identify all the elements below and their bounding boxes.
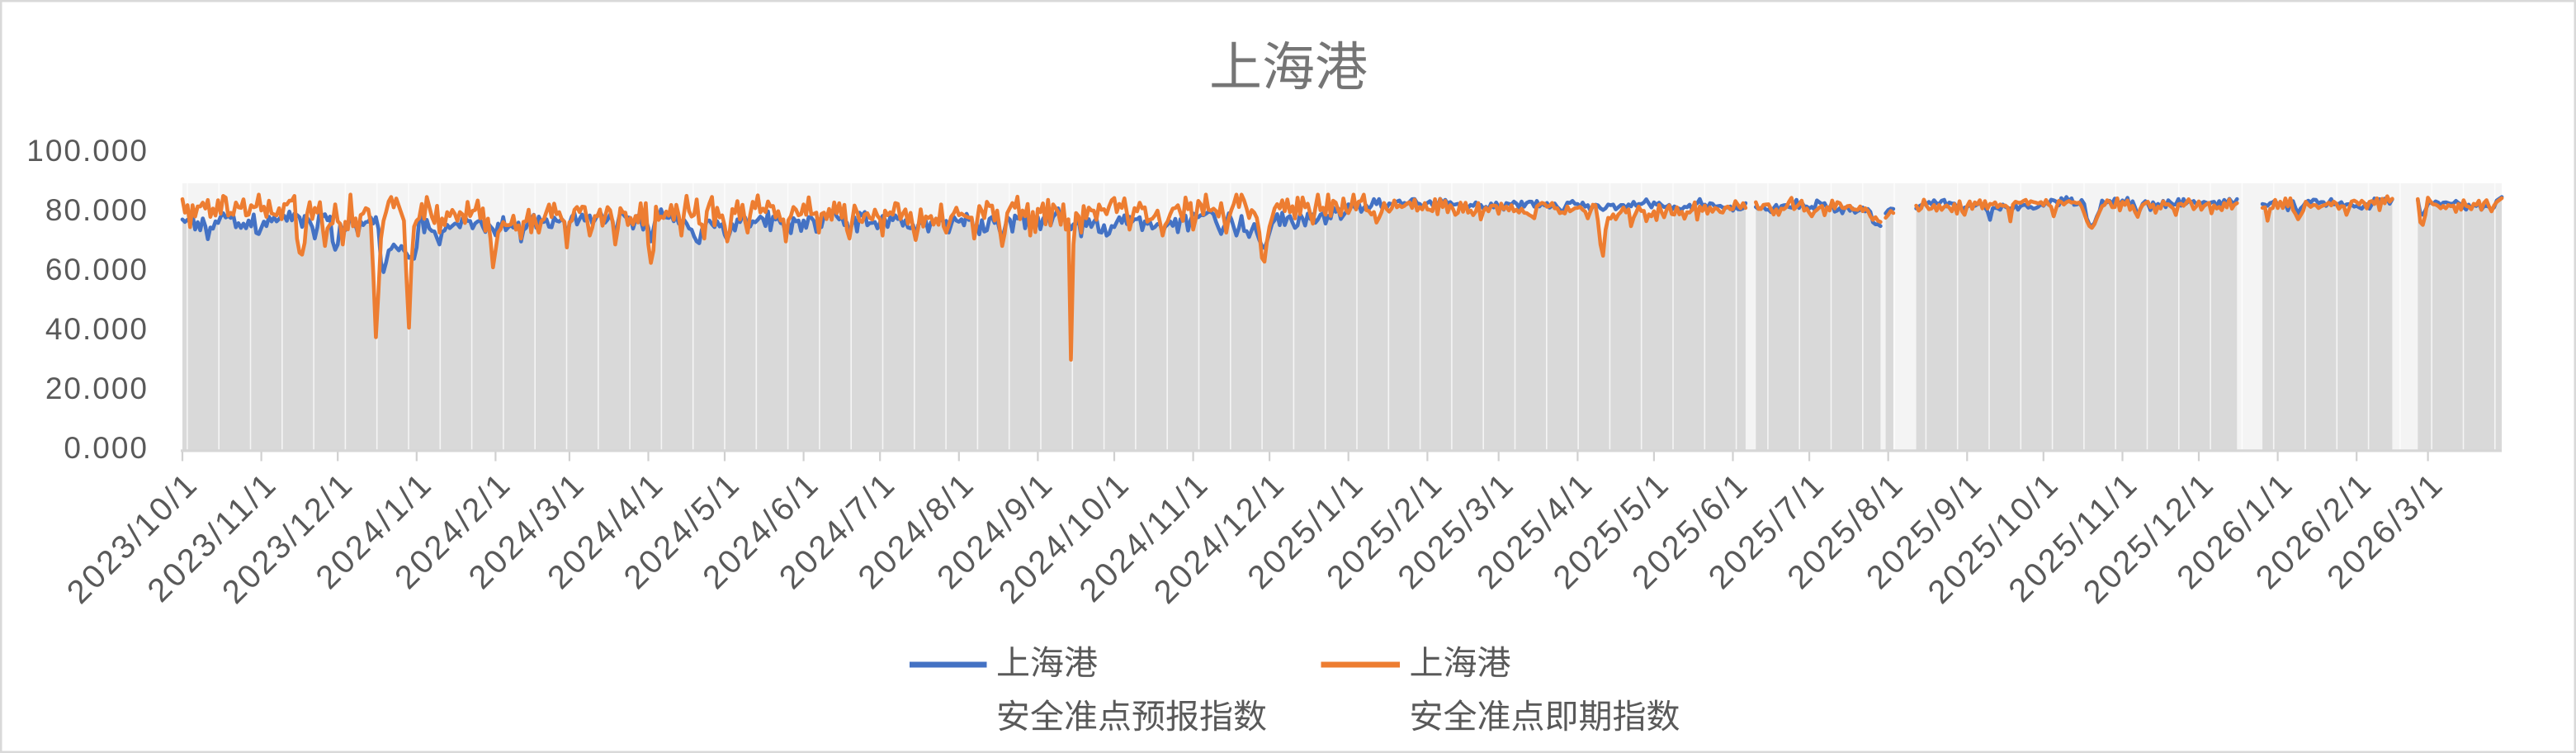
svg-text:20.000: 20.000 (45, 372, 149, 405)
svg-text:80.000: 80.000 (45, 193, 149, 227)
svg-text:40.000: 40.000 (45, 312, 149, 346)
svg-text:100.000: 100.000 (26, 134, 149, 168)
svg-text:60.000: 60.000 (45, 253, 149, 287)
svg-text:0.000: 0.000 (64, 431, 149, 465)
